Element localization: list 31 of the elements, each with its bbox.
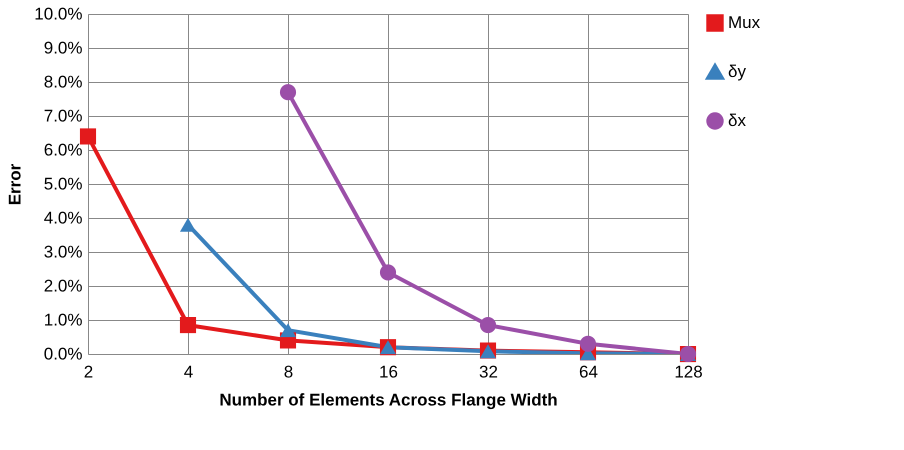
legend-label: Mux [728,13,761,32]
point [180,317,196,334]
y-axis-title: Error [5,163,24,206]
y-tick-label: 4.0% [44,208,82,228]
y-tick-label: 10.0% [34,4,82,24]
y-tick-label: 1.0% [44,310,82,330]
point [80,128,96,144]
x-tick-label: 8 [284,362,294,382]
x-tick-label: 64 [579,362,598,382]
legend-label: δx [728,111,746,130]
point [580,336,596,352]
legend-label: δy [728,62,746,81]
y-tick-label: 9.0% [44,38,82,58]
y-tick-label: 2.0% [44,276,82,296]
y-tick-label: 8.0% [44,72,82,92]
x-tick-label: 128 [674,362,703,382]
y-tick-label: 6.0% [44,140,82,160]
point [280,84,296,100]
y-tick-label: 0.0% [44,344,82,364]
y-tick-label: 3.0% [44,242,82,262]
point [280,323,296,338]
y-tick-label: 5.0% [44,174,82,194]
x-tick-label: 2 [84,362,94,382]
x-tick-label: 4 [184,362,194,382]
point [480,317,496,334]
point [180,218,196,232]
x-axis-title: Number of Elements Across Flange Width [219,390,558,410]
y-tick-label: 7.0% [44,106,82,126]
point [380,264,396,280]
x-tick-label: 32 [479,362,498,382]
x-tick-label: 16 [379,362,398,382]
